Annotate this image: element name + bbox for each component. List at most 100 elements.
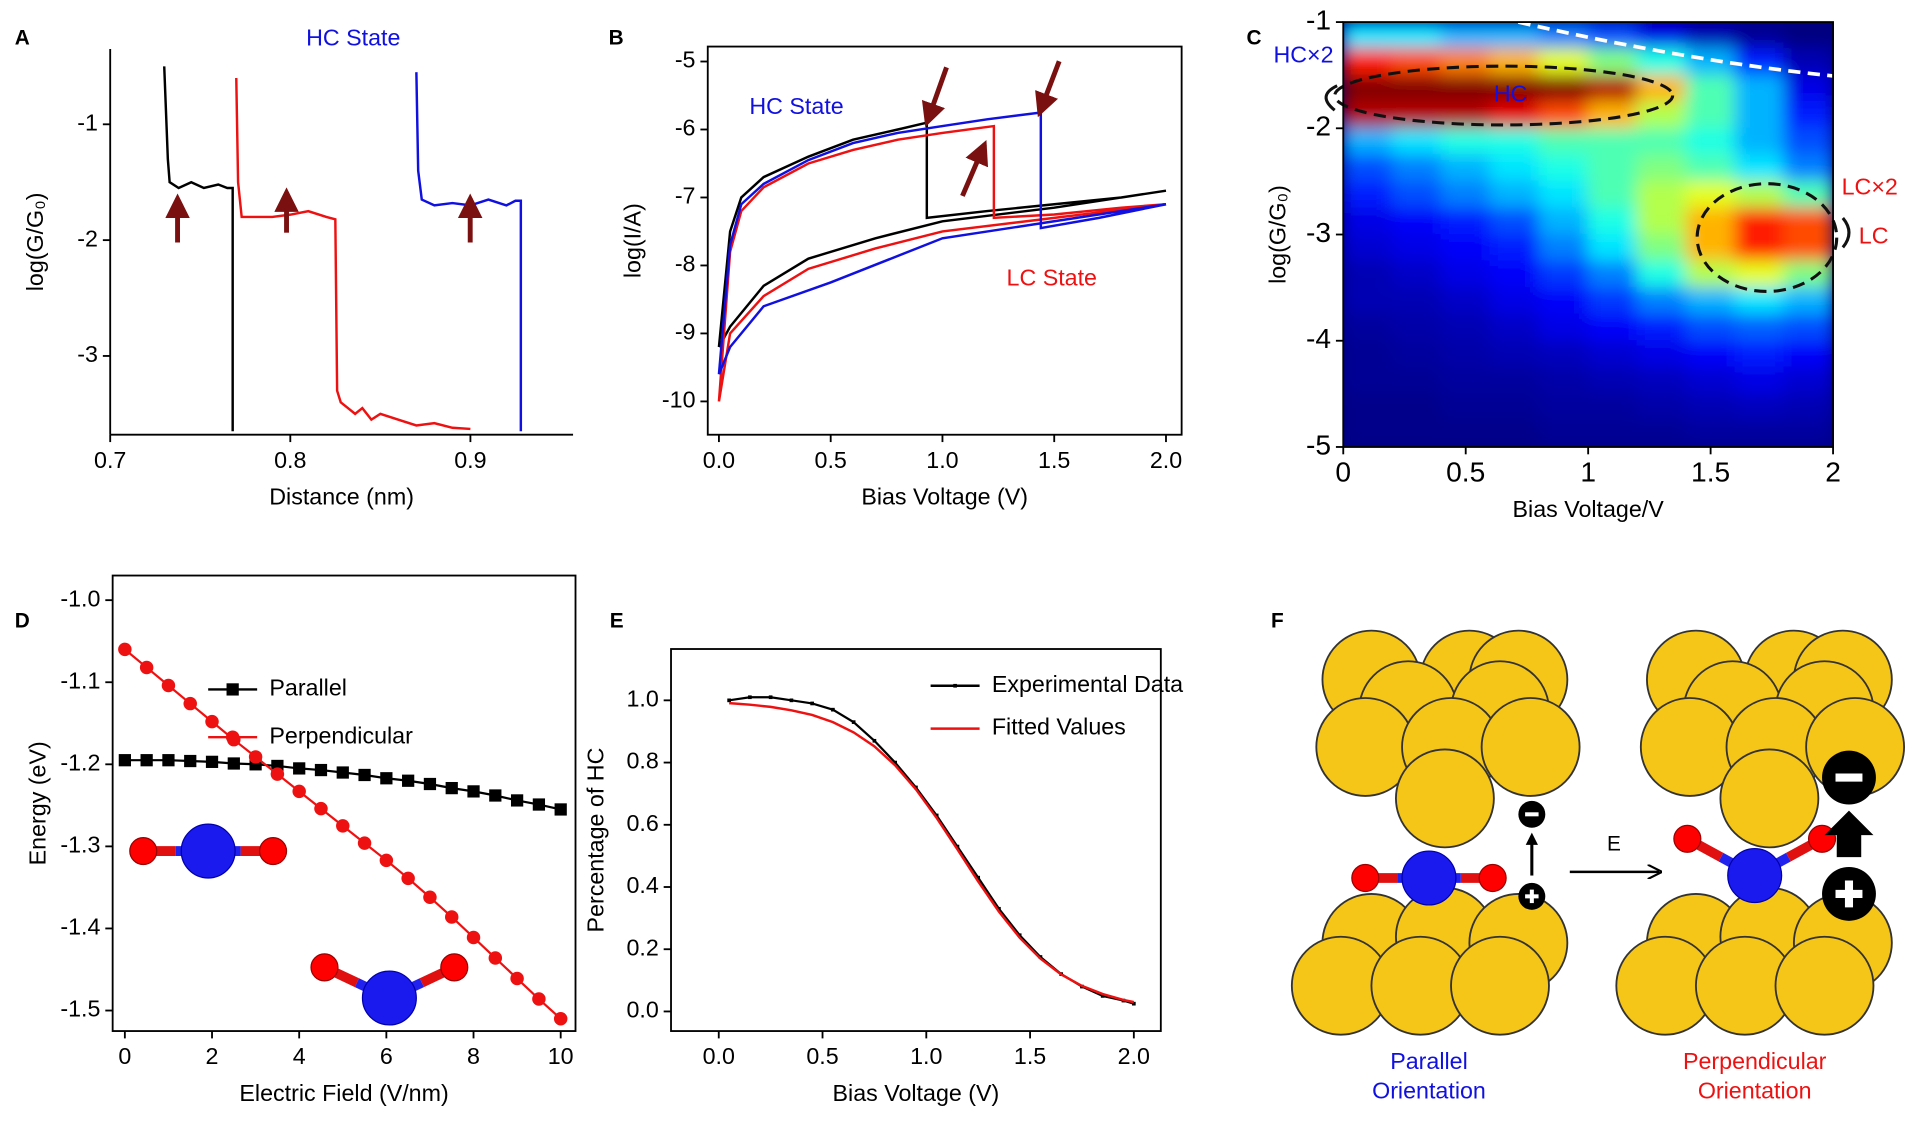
heatmap-cell [1489,393,1540,422]
x-tick-label: 1.0 [926,447,958,473]
y-tick-label: -1.4 [60,914,100,940]
heatmap-cell [1343,287,1393,315]
marker [851,720,856,724]
panel-label: B [609,27,624,50]
marker [358,768,371,782]
y-tick-label: -6 [675,115,696,141]
heatmap-cell [1685,366,1736,395]
heatmap-cell [1538,340,1589,368]
heatmap-cell [1587,154,1638,183]
marker [955,844,960,849]
heatmap-cell [1489,260,1540,289]
x-axis-label: Electric Field (V/nm) [239,1080,448,1106]
field-direction [1824,810,1874,858]
panel: A 0.7 0.8 0.9 -1 -2 -3 Distance (nm) log(G/G₀) HC… [15,24,574,510]
marker [118,642,132,657]
y-tick-label: -3 [1306,217,1331,248]
marker [810,701,814,706]
heatmap-cell [1685,22,1736,50]
heatmap-cell [1538,48,1589,76]
marker [379,853,394,868]
heatmap-cell [1391,260,1442,289]
heatmap-cell [1391,74,1442,103]
heatmap-cell [1636,154,1687,183]
x-tick-label: 1.5 [1691,456,1730,487]
annotation: HC [1494,81,1528,107]
y-tick-label: -1.1 [60,667,100,693]
marker [293,762,306,775]
marker [444,910,459,924]
y-axis-label: log(G/G₀) [1265,185,1291,284]
heatmap-cell [1440,127,1491,156]
heatmap-cell [1734,233,1785,262]
heatmap-cell [1636,180,1687,209]
y-tick-label: -1.0 [60,585,100,611]
annotation: HC State [749,93,843,119]
heatmap-cell [1440,260,1491,289]
series-line [729,701,1135,1004]
marker [227,757,240,770]
heatmap-cell [1734,22,1785,50]
marker [183,696,197,711]
heatmap-cell [1391,22,1442,50]
heatmap-cell [1587,74,1638,103]
heatmap-cell [1734,366,1785,395]
x-tick-label: 2.0 [1150,447,1182,473]
heatmap-cell [1391,127,1442,156]
marker [162,754,175,767]
heatmap-cell [1538,101,1589,129]
panel: D 0 2 4 6 8 10 -1.0 -1.1 -1.2 -1.3 -1.4 -1.5 Electric… [15,574,577,1106]
heatmap-cell [1734,127,1785,156]
heatmap-cell [1440,419,1491,447]
gold-atom [1450,935,1550,1036]
marker [423,890,437,905]
heatmap-cell [1538,419,1589,447]
marker [445,781,458,795]
series-line [717,124,1167,402]
heatmap-cell [1489,287,1540,315]
x-tick-label: 10 [548,1043,574,1069]
heatmap-cell [1587,180,1638,209]
caption: Orientation [1372,1077,1486,1103]
y-tick-label: -9 [675,319,696,345]
marker [1100,994,1105,998]
heatmap-cell [1440,74,1491,103]
x-axis-label: Distance (nm) [269,484,414,510]
heatmap-cell [1783,313,1834,342]
marker [118,754,131,767]
x-axis-label: Bias Voltage (V) [861,484,1028,510]
x-tick-label: 0 [1335,456,1351,487]
annotation: HC State [306,24,400,50]
region-outline [1841,217,1851,249]
heatmap-cell [1685,207,1736,236]
heatmap-cell [1538,74,1589,103]
panel-label: F [1271,610,1284,633]
heatmap-cell [1343,366,1393,395]
heatmap-cell [1538,207,1589,236]
heatmap-cell [1636,207,1687,236]
marker [184,754,197,768]
y-tick-label: -4 [1306,323,1331,354]
series-line [717,111,1167,375]
atom [180,823,236,879]
marker [401,871,415,886]
y-axis-label: Percentage of HC [583,748,609,933]
gold-atom [1480,697,1581,797]
x-tick-label: 0.0 [703,1043,735,1069]
heatmap-cell [1343,22,1393,50]
heatmap-cell [1783,260,1834,289]
x-axis-label: Bias Voltage (V) [833,1080,1000,1106]
marker [1017,933,1022,938]
heatmap-cell [1587,313,1638,342]
y-tick-label: -8 [675,251,696,277]
panel: C 0 0.5 1 1.5 2 -1 -2 -3 -4 -5 Bias Voltage/V log(G/… [1247,5,1898,522]
heatmap-cell [1783,340,1834,368]
heatmap-cell [1538,393,1589,422]
heatmap-cell [1685,287,1736,315]
heatmap-cell [1783,74,1834,103]
heatmap-cell [1538,233,1589,262]
panel: E 0.0 0.5 1.0 1.5 2.0 0.0 0.2 0.4 0.6 0.8 1.0 Bias V… [583,610,1183,1106]
heatmap-cell [1343,154,1393,183]
marker [510,971,524,986]
marker [768,695,773,700]
